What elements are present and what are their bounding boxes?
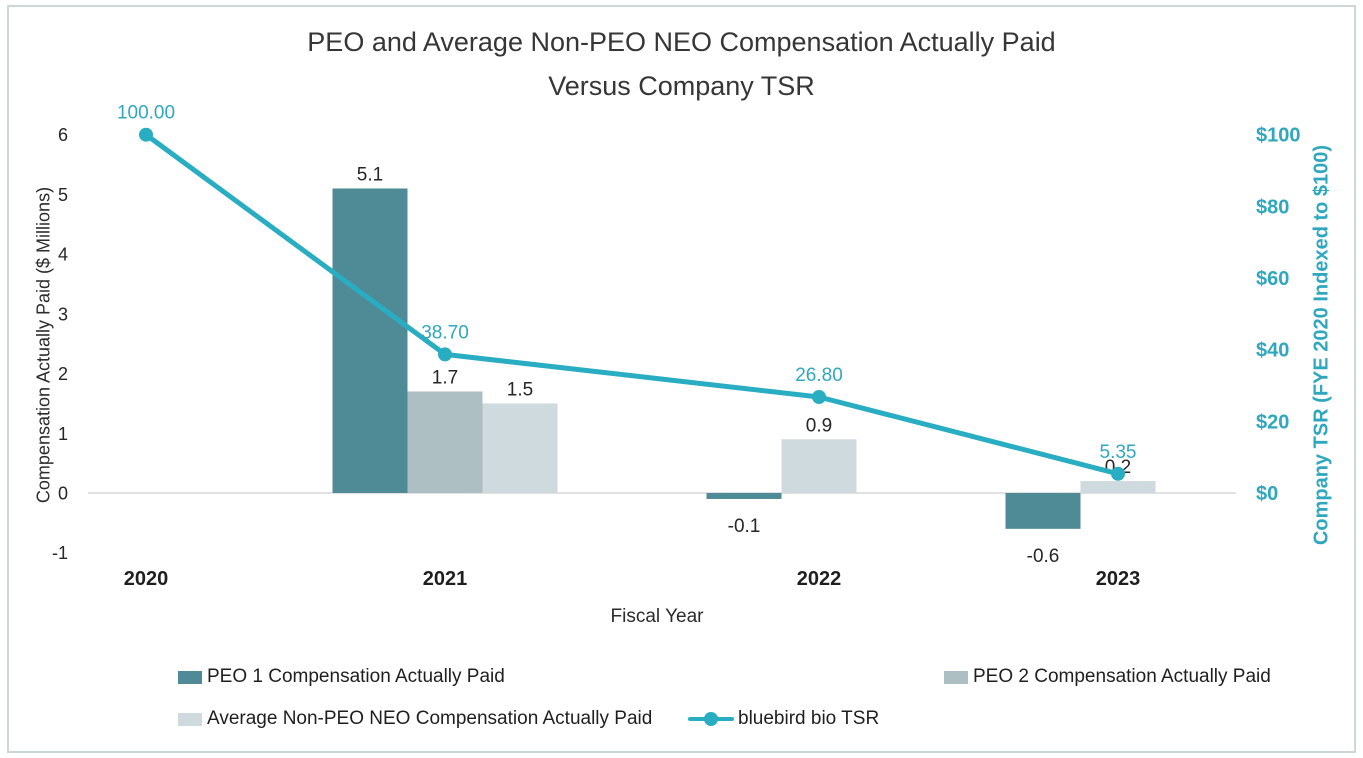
legend-label-peo2: PEO 2 Compensation Actually Paid	[973, 666, 1271, 687]
legend-item-peo2: PEO 2 Compensation Actually Paid	[944, 666, 1271, 688]
x-axis-title: Fiscal Year	[610, 606, 704, 627]
legend-item-tsr: bluebird bio TSR	[688, 708, 879, 730]
legend-swatch-avg-neo	[178, 712, 202, 726]
chart-title: PEO and Average Non-PEO NEO Compensation…	[0, 20, 1363, 108]
chart-title-line-1: PEO and Average Non-PEO NEO Compensation…	[307, 27, 1056, 57]
bar-value-label-2021: 1.7	[432, 367, 458, 388]
tsr-value-label-2021: 38.70	[421, 322, 469, 343]
x-axis-tick-2021: 2021	[423, 568, 468, 590]
right-axis-tick-100: $100	[1256, 125, 1301, 147]
right-axis-tick-0: $0	[1256, 483, 1278, 505]
bar-2021-s0	[332, 188, 408, 493]
x-axis-tick-2023: 2023	[1096, 568, 1141, 590]
bar-value-label-2022: 0.9	[806, 415, 832, 436]
tsr-line	[143, 132, 1121, 477]
legend-item-avg-neo: Average Non-PEO NEO Compensation Actuall…	[178, 708, 652, 730]
legend-label-peo1: PEO 1 Compensation Actually Paid	[207, 666, 505, 687]
tsr-value-label-2022: 26.80	[795, 365, 843, 386]
x-axis-tick-2022: 2022	[797, 568, 842, 590]
bar-value-label-2021: 1.5	[507, 379, 533, 400]
left-axis-tick-6: 6	[58, 125, 68, 145]
bar-2022-s2	[781, 439, 857, 493]
legend-label-tsr: bluebird bio TSR	[738, 708, 880, 729]
bar-2022-s0	[706, 493, 782, 499]
left-axis-title: Compensation Actually Paid ($ Millions)	[33, 186, 54, 504]
tsr-marker-2020	[139, 127, 153, 142]
bar-2023-s2	[1080, 481, 1156, 493]
right-axis-tick-20: $20	[1256, 411, 1289, 433]
right-axis-tick-40: $40	[1256, 340, 1289, 362]
tsr-marker-2023	[1111, 466, 1125, 481]
tsr-value-label-2023: 5.35	[1100, 442, 1137, 463]
tsr-value-label-2020: 100.00	[117, 103, 175, 124]
left-axis-tick-5: 5	[58, 185, 68, 205]
legend-line-marker-icon	[688, 712, 734, 726]
tsr-marker-2021	[438, 347, 452, 362]
bar-2021-s1	[407, 391, 483, 493]
tsr-marker-2022	[812, 390, 826, 404]
chart-frame	[7, 5, 1356, 753]
legend-label-avg-neo: Average Non-PEO NEO Compensation Actuall…	[207, 708, 653, 729]
left-axis-tick-1: 1	[58, 424, 68, 444]
left-axis-tick-2: 2	[58, 364, 68, 384]
x-axis-tick-2020: 2020	[124, 568, 169, 590]
bar-value-label-2021: 5.1	[357, 164, 383, 185]
left-axis-tick-3: 3	[58, 304, 68, 324]
right-axis-title: Company TSR (FYE 2020 Indexed to $100)	[1310, 144, 1333, 546]
bar-2023-s0	[1005, 493, 1081, 529]
legend-item-peo1: PEO 1 Compensation Actually Paid	[178, 666, 505, 688]
right-axis-tick-80: $80	[1256, 196, 1289, 218]
bar-value-label-2022: -0.1	[728, 516, 761, 537]
left-axis-tick-4: 4	[58, 245, 68, 265]
legend-swatch-peo2	[944, 670, 968, 684]
bar-value-label-2023: -0.6	[1027, 546, 1060, 567]
left-axis-tick--1: -1	[52, 543, 68, 563]
legend-swatch-peo1	[178, 670, 202, 684]
chart-title-line-2: Versus Company TSR	[548, 71, 815, 101]
left-axis-tick-0: 0	[58, 484, 68, 504]
right-axis-tick-60: $60	[1256, 268, 1289, 290]
bar-2021-s2	[482, 403, 558, 493]
